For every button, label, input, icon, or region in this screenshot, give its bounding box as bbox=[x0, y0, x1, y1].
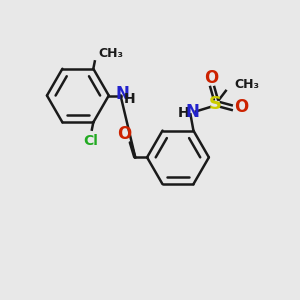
Text: N: N bbox=[115, 85, 129, 103]
Text: Cl: Cl bbox=[83, 134, 98, 148]
Text: H: H bbox=[177, 106, 189, 120]
Text: CH₃: CH₃ bbox=[99, 46, 124, 60]
Text: H: H bbox=[124, 92, 136, 106]
Text: O: O bbox=[117, 125, 131, 143]
Text: S: S bbox=[209, 95, 222, 113]
Text: CH₃: CH₃ bbox=[234, 78, 259, 91]
Text: O: O bbox=[234, 98, 248, 116]
Text: O: O bbox=[204, 69, 218, 87]
Text: N: N bbox=[185, 103, 199, 121]
